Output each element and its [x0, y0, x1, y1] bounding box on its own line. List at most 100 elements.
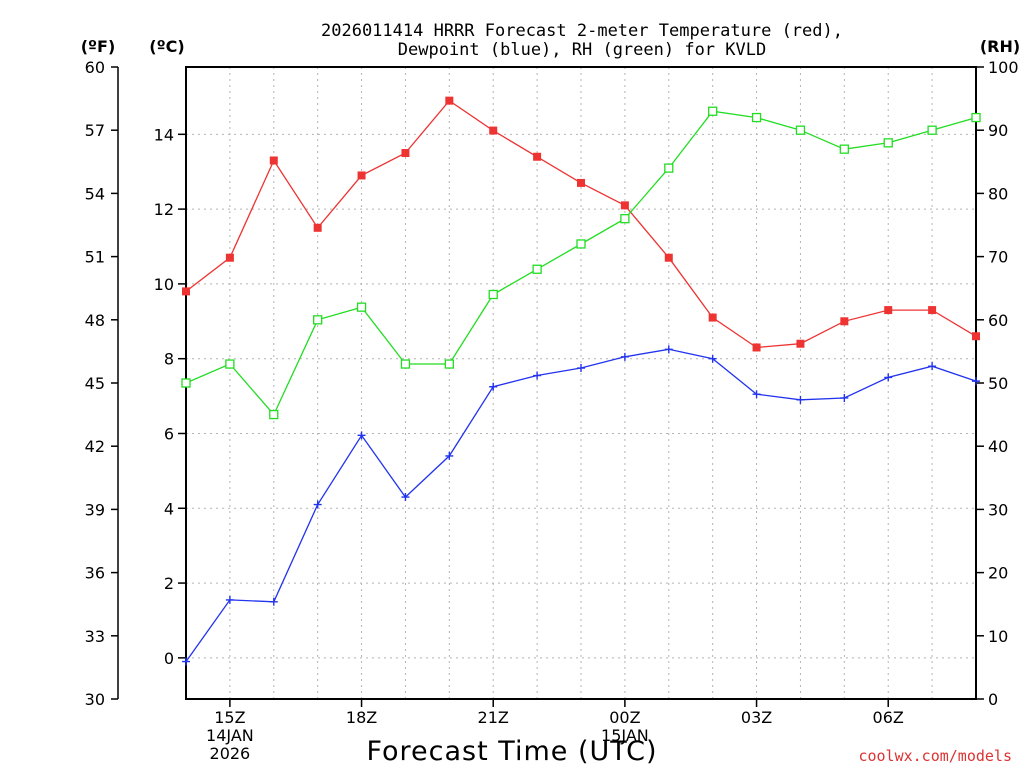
series-lines — [181, 96, 981, 666]
rh-point — [576, 239, 586, 249]
dewpoint-point — [225, 595, 234, 604]
dewpoint-point — [401, 493, 410, 502]
dewpoint-point — [840, 393, 849, 402]
celsius-tick-label: 14 — [154, 125, 174, 144]
rh-point — [488, 289, 498, 300]
rh-point — [795, 125, 806, 135]
dewpoint-point — [577, 364, 585, 373]
grid-lines — [186, 67, 976, 699]
rh-tick-label: 10 — [988, 627, 1008, 646]
credit-text: coolwx.com/models — [858, 747, 1012, 765]
celsius-tick-label: 6 — [164, 424, 174, 443]
temperature-point — [533, 152, 542, 161]
temperature-point — [884, 306, 893, 315]
rh-point — [532, 264, 542, 274]
rh-point — [225, 359, 235, 369]
rh-unit-label: (RH) — [980, 37, 1020, 56]
fahrenheit-tick-label: 39 — [85, 500, 105, 519]
rh-point — [400, 359, 411, 369]
x-tick-label: 14JAN — [206, 726, 254, 745]
rh-point — [883, 138, 893, 148]
fahrenheit-tick-label: 51 — [85, 248, 105, 267]
x-tick-label: 00Z — [609, 708, 640, 727]
celsius-tick-label: 0 — [164, 649, 174, 668]
fahrenheit-tick-label: 42 — [85, 437, 105, 456]
chart-title-line-1: 2026011414 HRRR Forecast 2-meter Tempera… — [321, 21, 843, 41]
plot-frame — [185, 66, 977, 700]
celsius-tick-label: 2 — [164, 574, 174, 593]
fahrenheit-unit-label: (ºF) — [81, 37, 116, 56]
temperature-point — [752, 343, 761, 352]
temperature-point — [269, 156, 278, 165]
chart-title-line-2: Dewpoint (blue), RH (green) for KVLD — [398, 40, 766, 60]
axes: 0 2 4 6 8 10 12 14 30 33 36 39 42 45 48 51 54 57 60 0 10 20 30… — [85, 58, 1019, 763]
rh-point — [444, 359, 454, 369]
dewpoint-point — [182, 657, 190, 666]
dewpoint-point — [533, 371, 542, 380]
fahrenheit-tick-label: 36 — [85, 564, 105, 583]
dewpoint-point — [796, 395, 805, 404]
rh-point — [620, 214, 630, 224]
temperature-point — [840, 317, 849, 326]
temperature-point — [401, 149, 410, 158]
temperature-point — [489, 126, 498, 135]
rh-point — [751, 112, 762, 123]
x-tick-label: 15Z — [214, 708, 245, 727]
temperature-point — [664, 253, 673, 262]
x-tick-label: 21Z — [478, 708, 509, 727]
temperature-point — [620, 201, 629, 210]
rh-tick-label: 60 — [988, 311, 1008, 330]
rh-tick-label: 40 — [988, 437, 1008, 456]
dewpoint-point — [972, 377, 980, 386]
fahrenheit-tick-label: 33 — [85, 627, 105, 646]
fahrenheit-tick-label: 54 — [85, 184, 105, 203]
rh-tick-label: 80 — [988, 184, 1008, 203]
rh-point — [927, 125, 937, 135]
dewpoint-point — [664, 345, 673, 354]
rh-point — [839, 144, 849, 154]
fahrenheit-tick-label: 57 — [85, 121, 105, 140]
temperature-point — [182, 287, 190, 296]
x-tick-label: 2026 — [210, 744, 251, 763]
rh-tick-label: 30 — [988, 500, 1008, 519]
celsius-tick-label: 10 — [154, 275, 174, 294]
dewpoint-point — [708, 354, 717, 363]
dewpoint-point — [445, 451, 454, 460]
temperature-point — [928, 306, 937, 315]
temperature-point — [796, 339, 805, 348]
dewpoint-point — [752, 390, 761, 399]
x-tick-label: 03Z — [741, 708, 772, 727]
rh-point — [181, 378, 191, 388]
rh-point — [356, 302, 367, 312]
x-tick-label: 06Z — [873, 708, 904, 727]
celsius-tick-label: 12 — [154, 200, 174, 219]
temperature-point — [357, 171, 366, 180]
temperature-point — [313, 223, 322, 232]
temperature-point — [577, 178, 585, 187]
rh-tick-label: 70 — [988, 248, 1008, 267]
dewpoint-point — [884, 373, 893, 382]
fahrenheit-tick-label: 45 — [85, 374, 105, 393]
dewpoint-point — [313, 500, 322, 509]
temperature-point — [225, 253, 234, 262]
rh-tick-label: 50 — [988, 374, 1008, 393]
rh-point — [708, 106, 718, 116]
fahrenheit-tick-label: 30 — [85, 690, 105, 709]
x-tick-label: 18Z — [346, 708, 377, 727]
dewpoint-point — [620, 352, 629, 361]
rh-tick-label: 0 — [988, 690, 998, 709]
fahrenheit-tick-label: 60 — [85, 58, 105, 77]
x-tick-label: 15JAN — [601, 726, 649, 745]
rh-tick-label: 90 — [988, 121, 1008, 140]
dewpoint-point — [928, 362, 937, 371]
celsius-tick-label: 4 — [164, 499, 174, 518]
rh-point — [313, 315, 323, 325]
rh-point — [269, 409, 279, 420]
temperature-point — [972, 332, 980, 341]
rh-point — [664, 163, 674, 173]
rh-point — [971, 112, 981, 123]
rh-tick-label: 20 — [988, 564, 1008, 583]
fahrenheit-tick-label: 48 — [85, 311, 105, 330]
rh-tick-label: 100 — [988, 58, 1019, 77]
